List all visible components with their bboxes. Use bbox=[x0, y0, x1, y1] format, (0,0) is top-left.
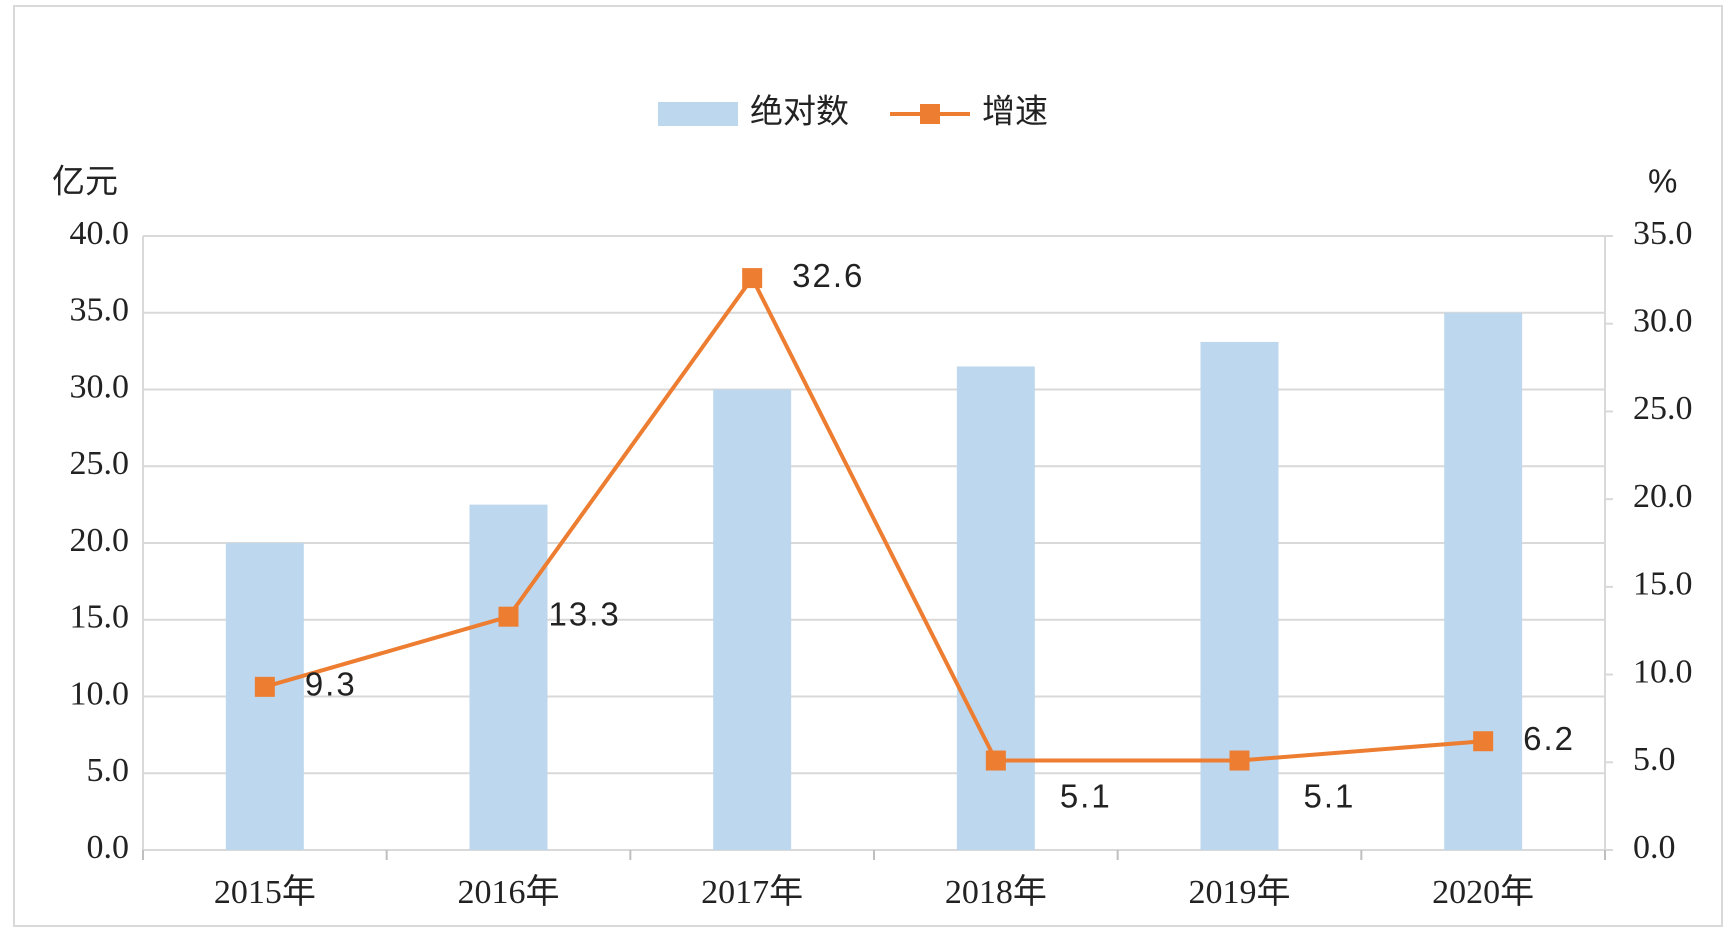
x-tick-label: 2016年 bbox=[458, 873, 560, 911]
data-label: 13.3 bbox=[549, 595, 621, 632]
x-tick-label: 2020年 bbox=[1432, 873, 1534, 911]
line bbox=[264, 274, 1484, 763]
y2-tick-label: 25.0 bbox=[1633, 390, 1693, 427]
line-marker bbox=[254, 676, 275, 697]
y-tick-label: 40.0 bbox=[70, 215, 130, 252]
y2-axis-label: % bbox=[1648, 163, 1677, 200]
line-marker bbox=[1229, 750, 1250, 771]
bar bbox=[1444, 312, 1523, 850]
y2-tick-label: 10.0 bbox=[1633, 653, 1693, 690]
x-tick-label: 2018年 bbox=[945, 873, 1047, 911]
legend-label: 增速 bbox=[982, 93, 1048, 130]
line-marker bbox=[498, 606, 519, 627]
data-label: 5.1 bbox=[1304, 777, 1356, 814]
y-tick-label: 15.0 bbox=[70, 599, 130, 636]
x-tick-label: 2019年 bbox=[1189, 873, 1291, 911]
bar bbox=[713, 389, 792, 850]
y2-tick-label: 0.0 bbox=[1633, 829, 1676, 866]
x-tick-label: 2017年 bbox=[701, 873, 803, 911]
y-tick-label: 10.0 bbox=[70, 675, 130, 712]
y-tick-label: 5.0 bbox=[87, 752, 130, 789]
bar bbox=[469, 504, 548, 850]
line-marker bbox=[985, 750, 1006, 771]
y2-tick-label: 15.0 bbox=[1633, 566, 1693, 603]
y-tick-label: 20.0 bbox=[70, 522, 130, 559]
y-tick-label: 35.0 bbox=[70, 292, 130, 329]
y-tick-label: 25.0 bbox=[70, 445, 130, 482]
data-label: 5.1 bbox=[1060, 777, 1112, 814]
x-tick-label: 2015年 bbox=[214, 873, 316, 911]
bar bbox=[956, 366, 1035, 850]
legend-swatch bbox=[658, 102, 738, 126]
y2-tick-label: 30.0 bbox=[1633, 303, 1693, 340]
bar bbox=[1200, 341, 1279, 850]
y2-tick-label: 5.0 bbox=[1633, 741, 1676, 778]
y-tick-label: 0.0 bbox=[87, 829, 130, 866]
line-marker bbox=[742, 268, 763, 289]
data-label: 6.2 bbox=[1523, 720, 1575, 757]
data-label: 32.6 bbox=[792, 257, 864, 294]
line-marker bbox=[1473, 731, 1494, 752]
legend-label: 绝对数 bbox=[750, 93, 849, 130]
y-axis-label: 亿元 bbox=[52, 163, 118, 200]
y-tick-label: 30.0 bbox=[70, 368, 130, 405]
legend-swatch bbox=[920, 104, 940, 124]
y2-tick-label: 20.0 bbox=[1633, 478, 1693, 515]
y2-tick-label: 35.0 bbox=[1633, 215, 1693, 252]
data-label: 9.3 bbox=[305, 666, 357, 703]
